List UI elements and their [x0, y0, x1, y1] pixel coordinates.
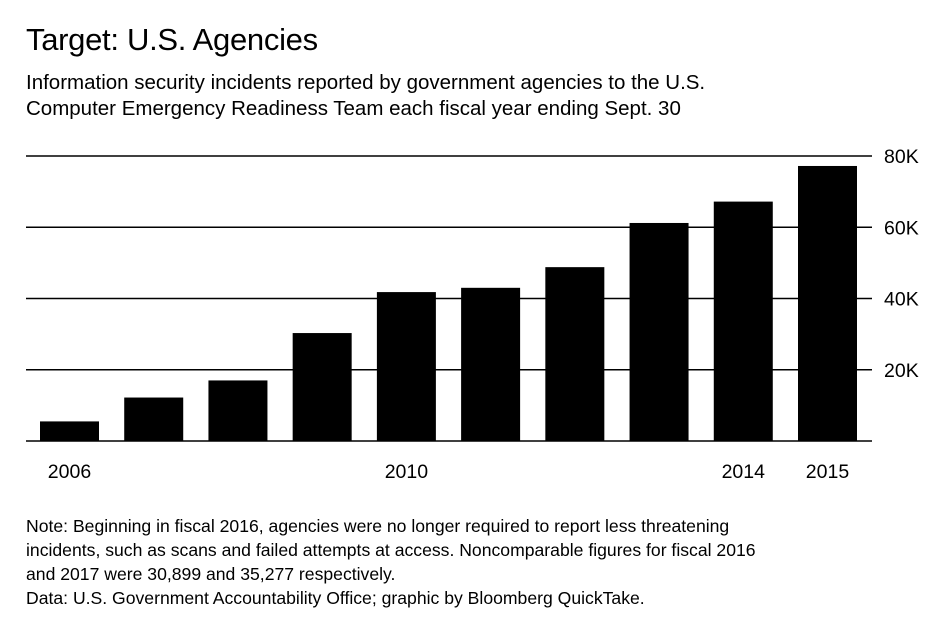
note-line-2: incidents, such as scans and failed atte…	[26, 540, 756, 560]
chart-footer: Note: Beginning in fiscal 2016, agencies…	[26, 514, 941, 610]
x-tick-label: 2006	[48, 461, 91, 483]
bar-2015	[798, 165, 857, 441]
x-tick-label: 2010	[385, 461, 429, 483]
bar-2009	[292, 333, 352, 441]
bar-chart: 20K 40K 60K 80K 2006 2010 2014 2015	[26, 146, 919, 483]
y-tick-label: 20K	[884, 360, 919, 382]
chart-title: Target: U.S. Agencies	[26, 22, 318, 57]
bar-2014	[713, 201, 773, 441]
x-tick-label: 2014	[722, 461, 766, 483]
x-tick-label: 2015	[806, 461, 850, 483]
y-tick-label: 80K	[884, 146, 919, 168]
subtitle-line-1: Information security incidents reported …	[26, 71, 706, 94]
bar-2012	[545, 267, 605, 441]
bar-2008	[208, 380, 268, 441]
y-tick-label: 40K	[884, 289, 919, 311]
subtitle-line-2: Computer Emergency Readiness Team each f…	[26, 97, 681, 120]
chart-subtitle: Information security incidents reported …	[26, 70, 926, 122]
bar-2006	[40, 421, 99, 441]
source-line: Data: U.S. Government Accountability Off…	[26, 588, 645, 608]
bar-2013	[629, 222, 689, 441]
bar-2007	[124, 397, 184, 441]
bar-2010	[376, 292, 436, 441]
note-line-1: Note: Beginning in fiscal 2016, agencies…	[26, 516, 730, 536]
note-line-3: and 2017 were 30,899 and 35,277 respecti…	[26, 564, 396, 584]
bar-2011	[461, 287, 521, 441]
y-tick-label: 60K	[884, 217, 919, 239]
